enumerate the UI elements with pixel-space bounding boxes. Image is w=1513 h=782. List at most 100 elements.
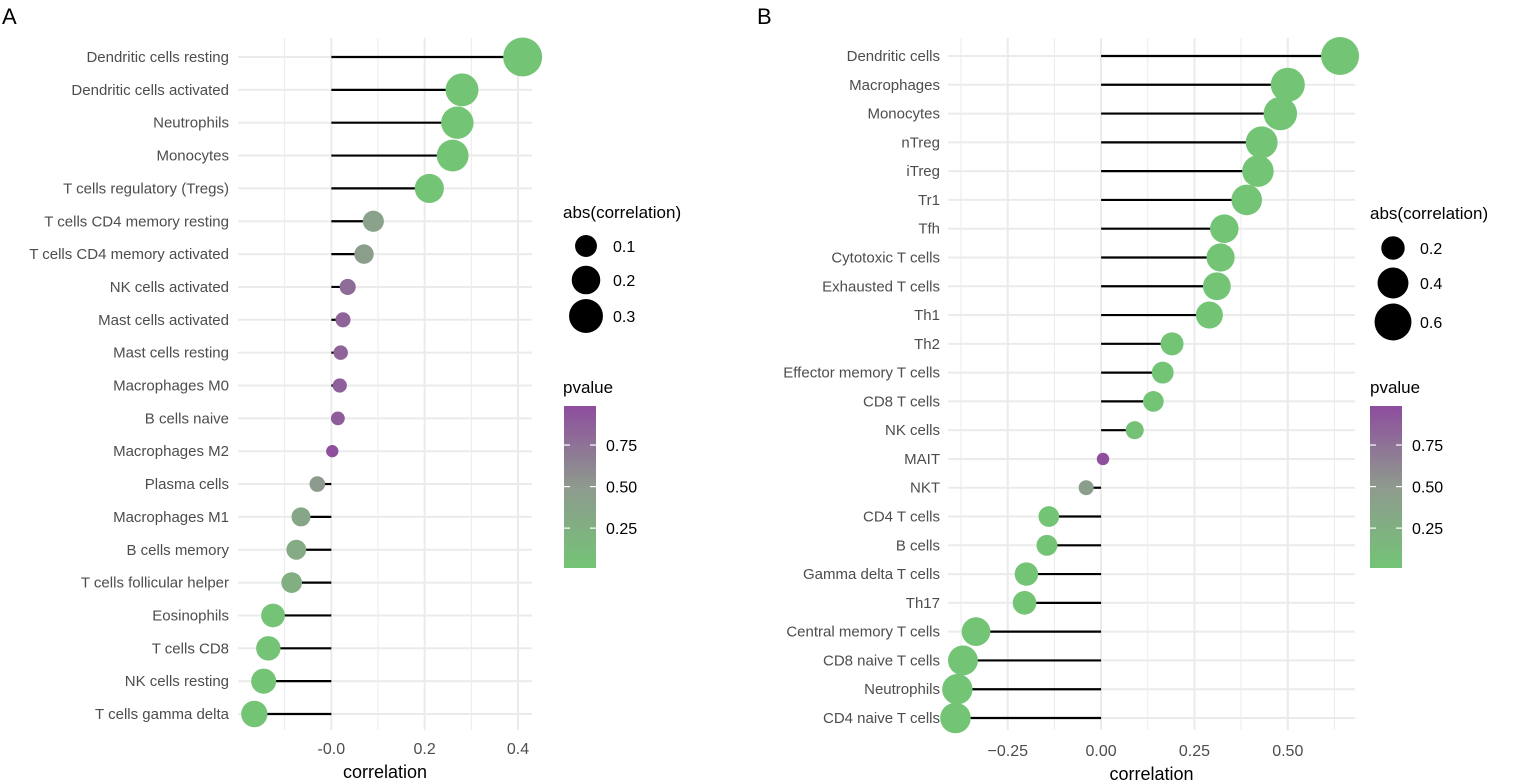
y-category-label: iTreg (906, 163, 940, 180)
y-category-label: Dendritic cells (847, 48, 940, 65)
y-category-label: Plasma cells (145, 476, 229, 493)
y-category-label: nTreg (901, 134, 940, 151)
x-tick-label: 0.00 (1086, 743, 1117, 760)
lollipop-point (335, 312, 351, 328)
lollipop-point (1012, 591, 1037, 615)
lollipop-point (1038, 506, 1060, 527)
y-category-label: MAIT (904, 451, 940, 468)
x-tick-label: −0.25 (988, 743, 1029, 760)
lollipop-point (1014, 562, 1039, 586)
lollipop-point (309, 476, 326, 492)
lollipop-point (1231, 184, 1263, 216)
lollipop-point (1202, 272, 1231, 301)
legend: abs(correlation) 0.2 0.4 0.6 pvalue 0.75 0.… (1370, 204, 1488, 568)
lollipop-point (1195, 301, 1223, 329)
y-category-label: Monocytes (867, 106, 940, 123)
colorbar-label: 0.75 (606, 438, 637, 455)
color-legend-title: pvalue (1370, 378, 1420, 397)
lollipop-point (251, 668, 277, 694)
lollipop-point (445, 73, 479, 107)
lollipop-point (241, 700, 268, 728)
y-category-label: NK cells resting (125, 673, 229, 690)
size-legend-dot (1381, 236, 1405, 260)
panel-b: B Dendritic cells Macrophages Monocytes nTr… (757, 4, 1488, 782)
lollipop-point (1263, 96, 1298, 131)
lollipop-point (1160, 332, 1184, 356)
lollipop-point (1096, 452, 1110, 466)
y-category-label: Dendritic cells resting (86, 49, 229, 66)
size-legend-label: 0.2 (1420, 241, 1442, 258)
lollipop-point (281, 572, 303, 593)
y-category-label: Tfh (918, 221, 940, 238)
y-category-label: T cells regulatory (Tregs) (63, 180, 229, 197)
y-category-label: T cells gamma delta (95, 706, 230, 723)
lollipop-point (436, 139, 469, 172)
size-legend-label: 0.4 (1420, 276, 1442, 293)
y-category-label: NK cells activated (110, 279, 229, 296)
y-category-label: Macrophages M1 (113, 509, 229, 526)
size-legend-dot (1374, 303, 1412, 341)
lollipop-point (1206, 243, 1235, 272)
lollipop-point (414, 173, 444, 203)
lollipop-point (261, 603, 285, 628)
lollipop-point (1125, 421, 1144, 440)
y-category-label: NK cells (885, 422, 940, 439)
lollipop-point (362, 210, 384, 232)
y-category-label: Mast cells activated (98, 312, 229, 329)
y-category-label: Neutrophils (864, 681, 940, 698)
colorbar-label: 0.50 (606, 480, 637, 497)
y-category-label: T cells follicular helper (81, 575, 229, 592)
size-legend-label: 0.2 (613, 273, 635, 290)
y-category-label: T cells CD8 (152, 640, 229, 657)
lollipop-point (1270, 67, 1305, 102)
y-category-label: Macrophages M2 (113, 443, 229, 460)
x-tick-label: -0.0 (318, 741, 346, 758)
y-category-label: T cells CD4 memory activated (29, 246, 229, 263)
y-category-label: Cytotoxic T cells (831, 249, 940, 266)
lollipop-point (942, 674, 973, 705)
y-category-label: CD4 naive T cells (823, 710, 940, 727)
lollipop-point (326, 445, 339, 458)
y-category-label: Neutrophils (153, 115, 229, 132)
y-category-label: Eosinophils (152, 607, 229, 624)
lollipop-point (354, 244, 374, 264)
x-tick-label: 0.2 (414, 741, 436, 758)
y-category-label: T cells CD4 memory resting (44, 213, 229, 230)
y-category-label: B cells memory (126, 542, 229, 559)
y-category-label: Mast cells resting (113, 345, 229, 362)
lollipop-point (1242, 155, 1274, 187)
x-tick-label: 0.50 (1272, 743, 1303, 760)
legend: abs(correlation) 0.1 0.2 0.3 pvalue 0.75 0.… (563, 203, 681, 568)
lollipop-point (1210, 214, 1239, 243)
size-legend-dot (569, 299, 603, 333)
colorbar-label: 0.25 (1412, 521, 1443, 538)
lollipop-point (332, 378, 347, 393)
lollipop-point (1151, 361, 1174, 384)
y-category-label: CD8 T cells (863, 393, 940, 410)
lollipop-point (339, 278, 356, 296)
y-category-label: Tr1 (918, 192, 940, 209)
size-legend-label: 0.1 (613, 239, 635, 256)
panel-label: B (757, 4, 772, 29)
lollipop-point (1036, 534, 1058, 556)
size-legend-dot (575, 235, 597, 257)
lollipop-point (503, 37, 543, 77)
size-legend-label: 0.3 (613, 309, 635, 326)
lollipop-point (286, 539, 307, 560)
lollipop-point (333, 345, 348, 360)
y-category-label: Th17 (906, 595, 940, 612)
x-tick-label: 0.25 (1179, 743, 1210, 760)
y-category-label: B cells naive (145, 410, 229, 427)
y-category-label: Exhausted T cells (822, 278, 940, 295)
x-axis-title: correlation (1109, 764, 1193, 782)
y-category-label: CD4 T cells (863, 509, 940, 526)
colorbar-label: 0.25 (606, 521, 637, 538)
x-axis-title: correlation (343, 762, 427, 782)
y-category-label: Th2 (914, 336, 940, 353)
lollipop-point (441, 106, 474, 139)
lollipop-point (1078, 480, 1094, 496)
lollipop-point (256, 636, 281, 661)
size-legend-dot (1377, 267, 1409, 299)
size-legend-title: abs(correlation) (563, 203, 681, 222)
